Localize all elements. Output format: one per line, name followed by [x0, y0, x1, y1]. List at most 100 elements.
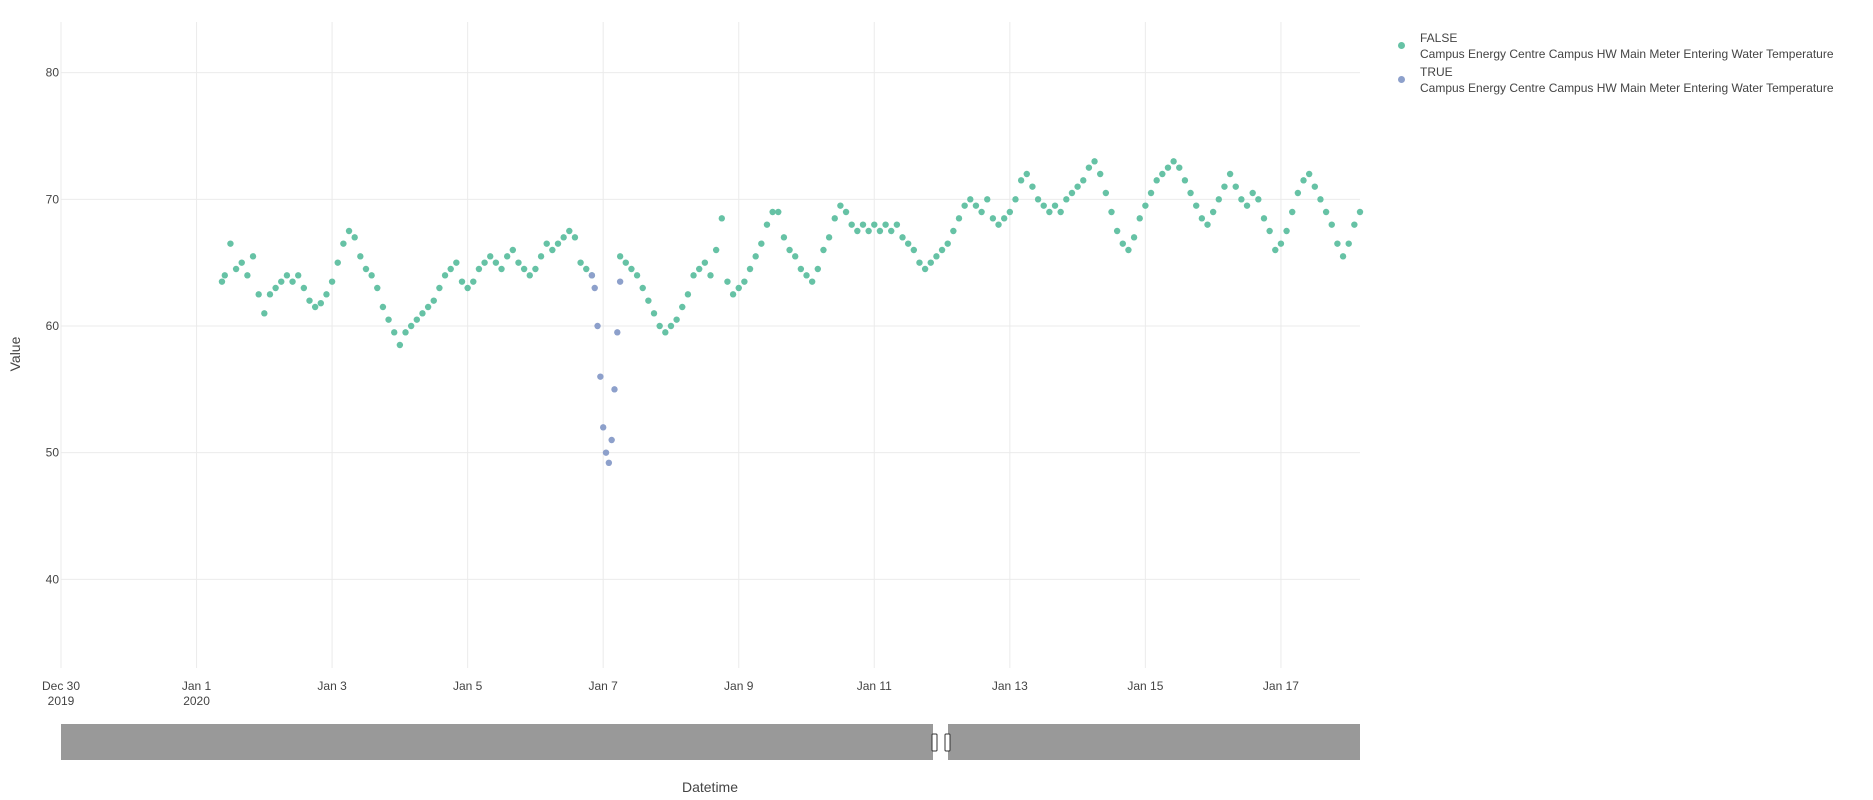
data-point-false [458, 278, 466, 285]
data-point-false [1322, 208, 1330, 216]
data-point-false [300, 284, 308, 292]
data-point-false [673, 316, 680, 323]
x-tick-sublabel: 2019 [48, 694, 75, 708]
data-point-false [786, 246, 793, 254]
data-point-false [436, 284, 443, 292]
data-point-false [306, 297, 313, 304]
data-point-false [266, 291, 274, 298]
data-point-false [888, 227, 895, 235]
data-point-false [244, 272, 251, 279]
data-point-false [1080, 177, 1087, 184]
data-point-false [1289, 208, 1296, 216]
data-point-false [707, 272, 714, 279]
data-point-false [1125, 246, 1132, 254]
data-point-false [1017, 177, 1025, 184]
data-point-false [1272, 246, 1279, 254]
data-point-false [724, 278, 731, 285]
data-point-false [1034, 196, 1042, 203]
data-point-false [1181, 177, 1189, 184]
data-point-false [1113, 227, 1121, 235]
data-point-false [938, 246, 946, 254]
data-point-false [735, 284, 742, 292]
range-slider-left-handle[interactable] [931, 733, 938, 752]
data-point-false [374, 284, 381, 292]
legend-sublabel-true: Campus Energy Centre Campus HW Main Mete… [1420, 81, 1834, 95]
data-point-false [763, 221, 771, 228]
x-tick-label: Dec 30 [42, 679, 80, 693]
x-tick-sublabel: 2020 [183, 694, 210, 708]
data-point-false [357, 253, 364, 260]
legend-item-false[interactable]: FALSE Campus Energy Centre Campus HW Mai… [1398, 30, 1868, 62]
data-point-false [1277, 240, 1285, 247]
data-point-false [419, 310, 426, 317]
data-point-false [1012, 196, 1019, 203]
data-point-false [515, 259, 522, 266]
data-point-false [221, 272, 228, 279]
legend-label-true: TRUE [1420, 65, 1453, 79]
data-point-false [1317, 196, 1324, 203]
data-point-false [340, 240, 347, 247]
data-point-false [583, 265, 590, 273]
range-slider[interactable] [61, 724, 1360, 760]
x-tick-label: Jan 9 [724, 679, 754, 693]
data-point-false [1204, 221, 1211, 228]
x-tick-label: Jan 13 [992, 679, 1028, 693]
x-tick-label: Jan 17 [1263, 679, 1299, 693]
data-point-false [368, 272, 375, 279]
data-point-false [311, 303, 319, 311]
data-point-false [1023, 170, 1030, 178]
data-point-false [758, 240, 765, 247]
data-point-false [1351, 221, 1358, 228]
data-point-false [1000, 215, 1008, 222]
data-point-false [831, 215, 838, 222]
data-point-false [656, 322, 663, 330]
data-point-false [1102, 189, 1110, 197]
data-point-false [1328, 221, 1335, 228]
data-point-false [328, 278, 336, 285]
grid-layer [60, 22, 1360, 668]
data-point-false [1255, 196, 1262, 203]
data-point-false [842, 208, 850, 216]
data-point-false [317, 300, 324, 307]
data-point-false [950, 227, 957, 235]
data-point-false [272, 284, 279, 292]
data-point-false [351, 234, 358, 241]
legend: FALSE Campus Energy Centre Campus HW Mai… [1398, 30, 1868, 98]
y-tick-label: 60 [46, 319, 60, 333]
legend-marker-false-icon [1398, 42, 1405, 49]
data-point-false [972, 202, 980, 209]
data-point-true [614, 329, 621, 336]
data-point-false [520, 265, 528, 273]
data-point-false [1356, 208, 1364, 216]
data-point-false [904, 240, 912, 247]
data-point-false [1040, 202, 1047, 209]
data-point-false [701, 259, 709, 266]
data-point-false [487, 253, 494, 260]
data-point-false [362, 265, 370, 273]
data-point-false [1136, 215, 1143, 222]
data-point-false [876, 227, 884, 235]
data-point-false [882, 221, 889, 228]
legend-item-true[interactable]: TRUE Campus Energy Centre Campus HW Main… [1398, 64, 1868, 96]
data-point-false [679, 303, 686, 311]
data-point-false [1097, 170, 1104, 178]
data-point-false [848, 221, 855, 228]
data-point-false [1091, 158, 1098, 165]
data-point-false [475, 265, 483, 273]
x-tick-label: Jan 1 [182, 679, 212, 693]
data-point-false [526, 272, 533, 279]
data-point-false [650, 310, 658, 317]
data-point-false [797, 265, 805, 273]
data-point-false [560, 234, 567, 241]
range-slider-right-handle[interactable] [944, 733, 951, 752]
data-point-false [1311, 183, 1319, 190]
data-point-false [927, 259, 934, 266]
data-point-false [995, 221, 1002, 228]
data-point-false [746, 265, 754, 273]
data-point-false [769, 208, 776, 216]
data-point-false [1176, 164, 1183, 171]
data-point-false [227, 240, 234, 247]
data-point-false [729, 291, 737, 298]
data-point-false [741, 278, 748, 285]
